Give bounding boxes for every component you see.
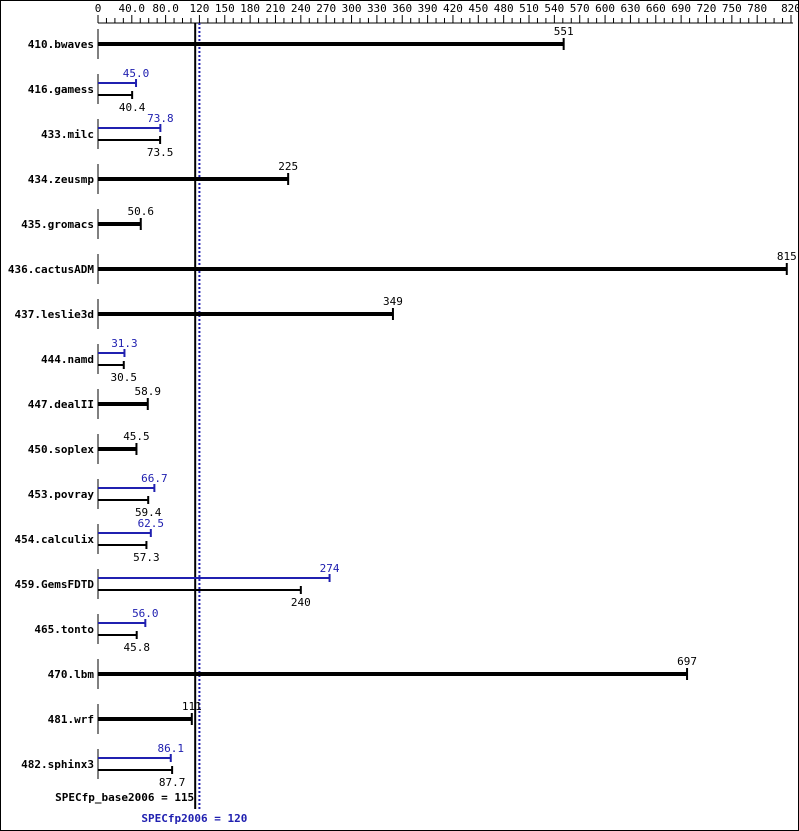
peak-value-label: 66.7: [141, 472, 168, 485]
tick-label: 630: [620, 2, 640, 15]
benchmark-label: 436.cactusADM: [8, 263, 94, 276]
peak-reference-label: SPECfp2006 = 120: [141, 812, 247, 825]
base-value-label: 815: [777, 250, 797, 263]
benchmark-label: 435.gromacs: [21, 218, 94, 231]
tick-label: 120: [189, 2, 209, 15]
benchmark-label: 433.milc: [41, 128, 94, 141]
base-value-label: 58.9: [135, 385, 162, 398]
tick-label: 600: [595, 2, 615, 15]
tick-label: 540: [544, 2, 564, 15]
benchmark-label: 434.zeusmp: [28, 173, 95, 186]
base-bar: [98, 402, 148, 406]
base-bar: [98, 672, 688, 676]
tick-label: 240: [291, 2, 311, 15]
tick-label: 80.0: [152, 2, 179, 15]
benchmark-label: 416.gamess: [28, 83, 94, 96]
tick-label: 180: [240, 2, 260, 15]
base-bar: [98, 42, 564, 46]
tick-label: 660: [646, 2, 666, 15]
tick-label: 570: [570, 2, 590, 15]
base-value-label: 240: [291, 596, 311, 609]
benchmark-label: 444.namd: [41, 353, 94, 366]
base-value-label: 225: [278, 160, 298, 173]
base-value-label: 349: [383, 295, 403, 308]
base-bar: [98, 267, 787, 271]
peak-value-label: 45.0: [123, 67, 150, 80]
peak-value-label: 62.5: [138, 517, 165, 530]
benchmark-label: 454.calculix: [15, 533, 95, 546]
tick-label: 390: [418, 2, 438, 15]
tick-label: 450: [468, 2, 488, 15]
base-reference-label: SPECfp_base2006 = 115: [55, 791, 194, 804]
peak-value-label: 274: [320, 562, 340, 575]
benchmark-label: 453.povray: [28, 488, 95, 501]
tick-label: 780: [747, 2, 767, 15]
base-value-label: 40.4: [119, 101, 146, 114]
peak-value-label: 86.1: [158, 742, 185, 755]
base-value-label: 45.8: [123, 641, 150, 654]
benchmark-label: 470.lbm: [48, 668, 95, 681]
benchmark-label: 450.soplex: [28, 443, 95, 456]
base-value-label: 30.5: [111, 371, 138, 384]
peak-value-label: 56.0: [132, 607, 159, 620]
base-bar: [98, 717, 192, 721]
tick-label: 300: [342, 2, 362, 15]
base-value-label: 73.5: [147, 146, 174, 159]
tick-label: 750: [722, 2, 742, 15]
tick-label: 210: [266, 2, 286, 15]
tick-label: 0: [95, 2, 102, 15]
base-bar: [98, 222, 141, 226]
base-bar: [98, 447, 137, 451]
base-value-label: 87.7: [159, 776, 186, 789]
peak-value-label: 31.3: [111, 337, 138, 350]
tick-label: 720: [697, 2, 717, 15]
benchmark-label: 410.bwaves: [28, 38, 94, 51]
benchmark-label: 447.dealII: [28, 398, 94, 411]
tick-label: 820: [781, 2, 798, 15]
tick-label: 420: [443, 2, 463, 15]
tick-label: 480: [494, 2, 514, 15]
base-value-label: 50.6: [128, 205, 155, 218]
base-value-label: 697: [677, 655, 697, 668]
tick-label: 330: [367, 2, 387, 15]
base-value-label: 57.3: [133, 551, 160, 564]
peak-value-label: 73.8: [147, 112, 174, 125]
tick-label: 510: [519, 2, 539, 15]
tick-label: 40.0: [119, 2, 146, 15]
benchmark-label: 481.wrf: [48, 713, 94, 726]
tick-label: 150: [215, 2, 235, 15]
base-value-label: 59.4: [135, 506, 162, 519]
benchmark-label: 465.tonto: [34, 623, 94, 636]
tick-label: 270: [316, 2, 336, 15]
base-value-label: 45.5: [123, 430, 150, 443]
base-value-label: 551: [554, 25, 574, 38]
benchmark-label: 482.sphinx3: [21, 758, 94, 771]
base-value-label: 111: [182, 700, 202, 713]
tick-label: 360: [392, 2, 412, 15]
benchmark-label: 437.leslie3d: [15, 308, 94, 321]
base-bar: [98, 312, 393, 316]
base-bar: [98, 177, 289, 181]
tick-label: 690: [671, 2, 691, 15]
benchmark-label: 459.GemsFDTD: [15, 578, 95, 591]
